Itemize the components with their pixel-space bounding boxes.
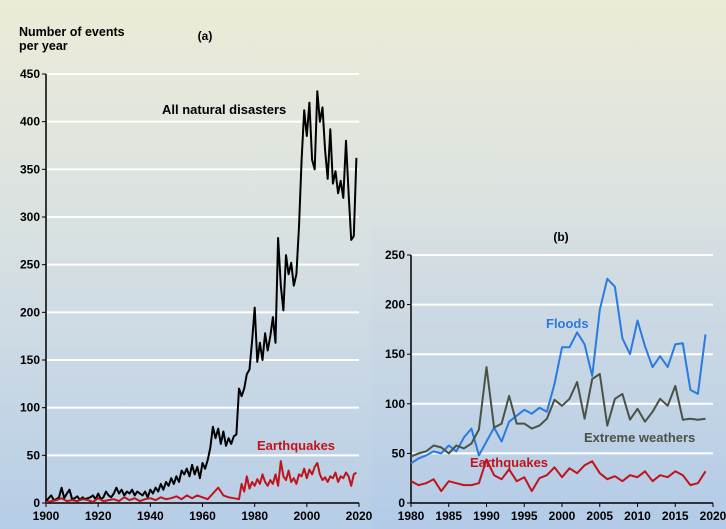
y-tick-label: 250 (20, 258, 40, 272)
panel-label: (b) (553, 230, 568, 244)
x-tick-label: 1990 (473, 509, 500, 523)
x-tick-label: 2020 (346, 509, 373, 523)
y-tick-label: 150 (385, 347, 405, 361)
x-tick-label: 1995 (511, 509, 538, 523)
y-tick-label: 200 (385, 298, 405, 312)
x-tick-label: 2020 (700, 509, 726, 523)
x-tick-label: 1960 (189, 509, 216, 523)
x-tick-label: 1980 (398, 509, 425, 523)
y-tick-label: 300 (20, 210, 40, 224)
x-tick-label: 1900 (33, 509, 60, 523)
y-tick-label: 150 (20, 353, 40, 367)
y-tick-label: 200 (20, 305, 40, 319)
series-line-earthquakes (45, 460, 357, 503)
series-line-extreme-weathers (410, 366, 706, 458)
y-tick-label: 350 (20, 162, 40, 176)
y-tick-label: 250 (385, 248, 405, 262)
inset-background (372, 226, 726, 529)
y-tick-label: 100 (385, 397, 405, 411)
y-tick-label: 400 (20, 115, 40, 129)
y-tick-label: 100 (20, 401, 40, 415)
x-tick-label: 2000 (293, 509, 320, 523)
x-tick-label: 2000 (549, 509, 576, 523)
series-label: Earthquakes (257, 438, 335, 453)
series-label: Earthquakes (470, 455, 548, 470)
y-tick-label: 50 (392, 446, 406, 460)
x-tick-label: 1980 (241, 509, 268, 523)
x-tick-label: 2005 (586, 509, 613, 523)
series-label: Floods (546, 316, 589, 331)
x-tick-label: 1985 (435, 509, 462, 523)
series-label: Extreme weathers (584, 430, 695, 445)
y-tick-label: 0 (398, 496, 405, 510)
y-tick-label: 0 (33, 496, 40, 510)
y-axis-title: Number of events (19, 25, 125, 39)
y-tick-label: 50 (27, 448, 41, 462)
series-line-earthquakes (410, 458, 707, 493)
series-label: All natural disasters (162, 102, 286, 117)
x-tick-label: 2015 (662, 509, 689, 523)
x-tick-label: 1920 (85, 509, 112, 523)
y-axis-title: per year (19, 39, 68, 53)
series-line-floods (410, 277, 707, 465)
panel-b: 0 50 100 150 200 250 1980 1985 1990 1995 2000 2005 2… (385, 230, 726, 523)
panel-a: 0 50 100 150 200 250 300 350 400 450 1900 1920 1940 1… (19, 25, 373, 523)
series-line-all-natural-disasters (45, 90, 358, 502)
y-tick-label: 450 (20, 67, 40, 81)
x-tick-label: 2010 (624, 509, 651, 523)
panel-label: (a) (198, 29, 213, 43)
x-tick-label: 1940 (137, 509, 164, 523)
